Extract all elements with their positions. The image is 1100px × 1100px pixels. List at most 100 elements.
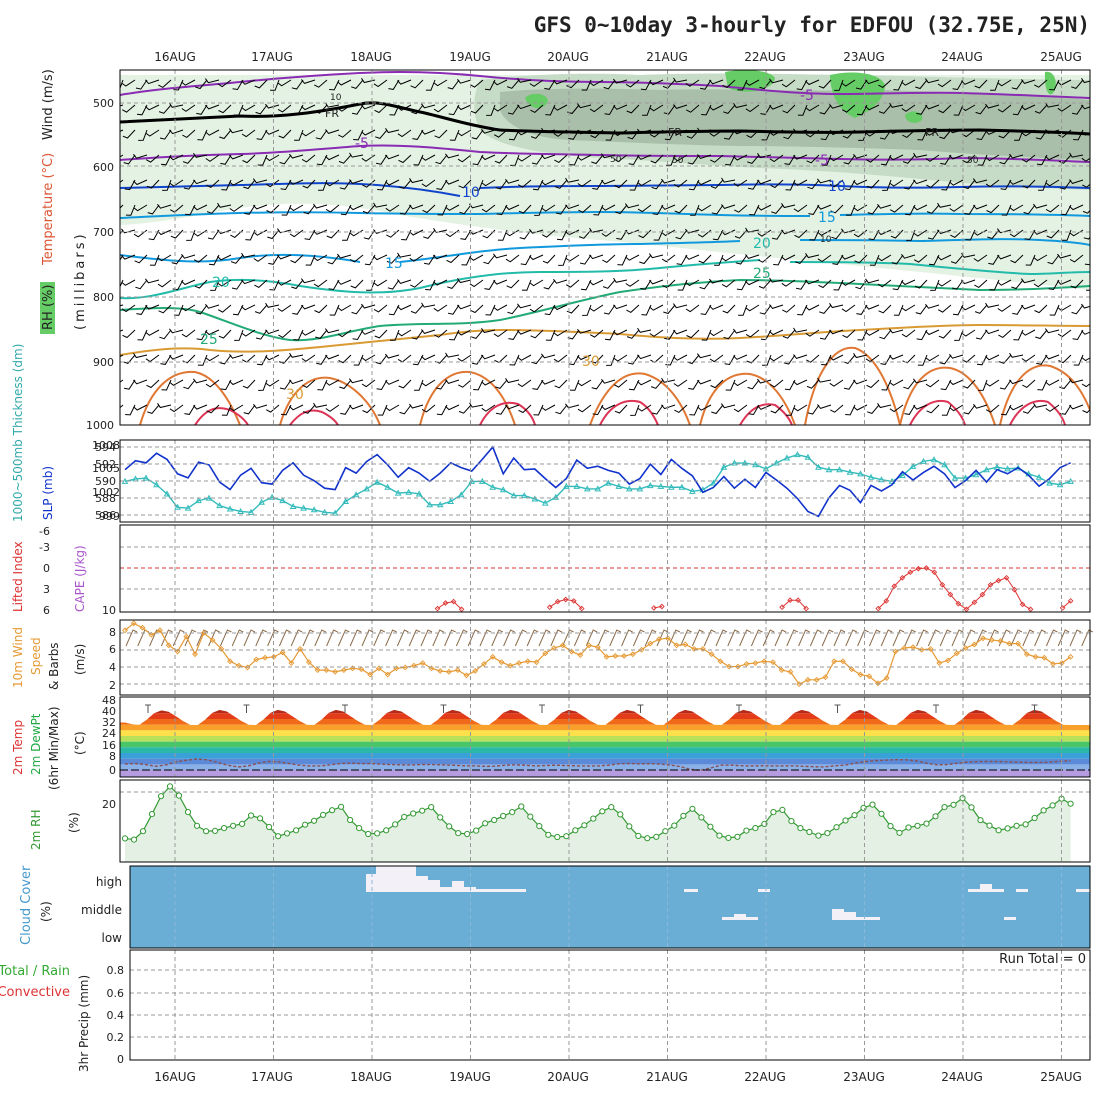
wind-barb (998, 129, 1012, 139)
wind-barb (877, 403, 892, 409)
thickness-point (636, 485, 644, 492)
wind-barb (760, 104, 772, 115)
wind-barb (1081, 78, 1090, 84)
wind10-point (673, 642, 680, 649)
wind-barb (221, 404, 232, 416)
wind-barb (473, 379, 484, 391)
thickness-point (405, 488, 413, 495)
wind-barb (483, 254, 496, 265)
wind-barb (449, 129, 460, 141)
wind-barb (147, 404, 160, 414)
thickness-point (909, 462, 917, 469)
wind-barb (517, 303, 532, 309)
wind-barb (530, 129, 544, 139)
wind-barb (781, 203, 796, 209)
wind-barb (377, 404, 388, 416)
wind-barb (149, 254, 160, 266)
wind10-barb (337, 629, 350, 647)
wind-barb (409, 229, 424, 236)
wind-barb (181, 329, 196, 338)
wind-barb (508, 329, 520, 340)
upper-contour-labels: -5 -5 -5 10 10 15 15 20 20 25 25 30 30 F… (200, 88, 979, 403)
wind-barb (445, 379, 460, 384)
wind-barb (793, 327, 808, 333)
wind-barb (637, 404, 652, 412)
wind10-point (437, 668, 444, 674)
wind-barb (169, 354, 184, 360)
thickness-point (237, 507, 244, 514)
wind-barb (389, 104, 400, 116)
wind-barb (325, 354, 340, 360)
wind-barb (234, 329, 244, 341)
wind-barb (241, 79, 256, 85)
wind-barb (640, 279, 652, 290)
wind-barb (893, 79, 904, 91)
wind-barb (725, 154, 736, 166)
wind-barb (891, 254, 904, 265)
rh2m-point (698, 814, 705, 821)
wind-barb (457, 354, 472, 362)
wind-barb (277, 254, 292, 260)
wind10-point (971, 641, 978, 648)
thickness-point (1004, 465, 1011, 472)
wind-barb (686, 129, 700, 139)
wind-barb (205, 303, 220, 309)
dewpoint-line (124, 758, 1071, 772)
wind10-point (603, 653, 610, 660)
wind10-point (183, 633, 190, 640)
wind-barb (184, 204, 196, 216)
wind-barb (868, 229, 880, 241)
temp-band (120, 730, 1090, 736)
rh-area-bright (525, 93, 548, 108)
wind10-tick: 4 (109, 661, 116, 674)
wind-barb (266, 204, 280, 214)
wind10-point (262, 654, 269, 661)
wind-barb (973, 254, 988, 262)
wind-barb (144, 278, 160, 284)
wind-barb (937, 254, 952, 261)
wind-barb (1045, 204, 1060, 213)
precip-tick: 0.2 (107, 1031, 125, 1044)
wind-barb (903, 379, 916, 390)
wind-barb (878, 104, 892, 114)
rh2m-point (455, 830, 462, 837)
wind-barb (601, 204, 616, 211)
wind10-barb (904, 629, 917, 647)
wind-barb (252, 178, 268, 184)
wind-barb (865, 129, 880, 137)
cloud-block (746, 917, 758, 920)
contour-label: 10 (820, 235, 832, 245)
wind-barb (385, 404, 400, 412)
wind-barb (325, 204, 340, 213)
temp2m-label-a: 2m Temp (11, 720, 25, 775)
rh2m-point (509, 809, 516, 816)
wind-barb (517, 154, 532, 162)
slp-line (124, 445, 1071, 518)
wind-barb (1069, 254, 1084, 263)
wind-barb (710, 379, 724, 389)
wind-barb (268, 254, 280, 265)
wind-barb (786, 404, 796, 416)
wind-barb (192, 378, 208, 384)
wind-barb (157, 403, 172, 409)
wind-barb (865, 104, 880, 111)
wind-barb (458, 179, 472, 189)
wind10-point (734, 663, 741, 670)
wind-barb (492, 253, 508, 259)
wind-barb (697, 127, 712, 133)
wind-barb (592, 404, 604, 416)
wind10-point (629, 651, 636, 658)
wind-barb (613, 129, 628, 137)
thickness-point (741, 459, 749, 466)
wind-barb (495, 179, 508, 190)
wind-barb (925, 354, 940, 362)
wind-barb (629, 179, 640, 191)
wind-barb (975, 104, 988, 115)
wind-barb (160, 354, 172, 365)
wind-barb (265, 329, 280, 335)
wind-barb (494, 154, 508, 164)
wind-barb (182, 129, 196, 139)
wind-barb (447, 279, 460, 289)
rh2m-point (193, 822, 201, 829)
wind-barb (565, 204, 580, 210)
